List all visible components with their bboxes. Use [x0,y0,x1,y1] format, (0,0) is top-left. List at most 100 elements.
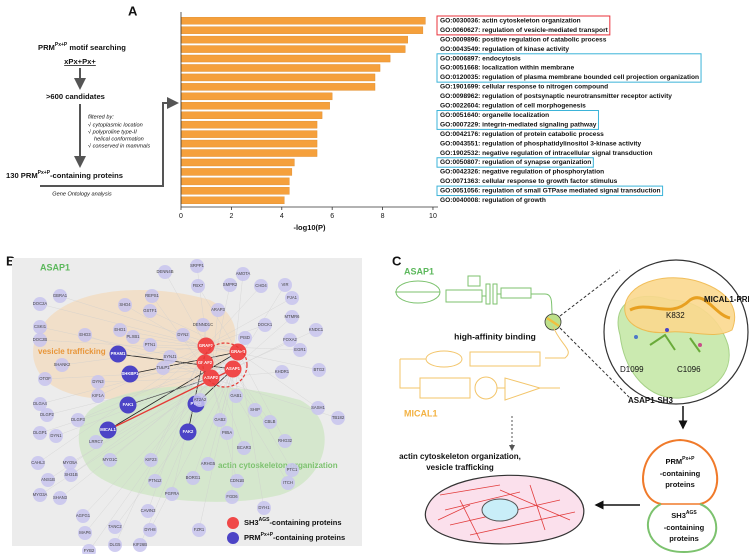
node-label: LRRC7 [89,439,103,444]
node-label: SHKBP1 [122,371,140,376]
x-axis-label: -log10(P) [293,223,326,232]
node [220,426,234,440]
edge [205,324,266,347]
node [202,369,220,387]
legend-swatch [227,517,239,529]
lobe-label: -containing [660,469,701,478]
node-label: ASAP2 [204,375,219,380]
node [76,509,90,523]
lobe-label: proteins [669,534,699,543]
node-label: FYB2 [84,548,95,553]
edge [59,377,212,499]
node [156,361,170,375]
node-label: SMPR2 [223,282,238,287]
bar [180,187,290,195]
edge [198,351,239,531]
category-label: GO:0009896: positive regulation of catab… [440,36,607,43]
node [312,363,326,377]
flow-text: PRMPx+P motif searching [38,42,126,52]
node [201,457,215,471]
node-label: SH31B [64,472,77,477]
category-label: GO:0007229: integrin-mediated signaling … [440,121,597,128]
x-tick-label: 10 [429,213,437,220]
node [144,453,158,467]
edge [114,368,234,528]
node [99,421,117,439]
region-label: actin cytoskeleton organization [218,461,338,470]
category-label: GO:0042176: regulation of protein catabo… [440,131,604,138]
outcome-label: actin cytoskeleton organization, [399,452,521,461]
node [108,538,122,552]
edge [232,339,291,370]
node-label: PLXB1 [126,334,140,339]
sh3-cluster [202,342,248,388]
category-label: GO:1902532: negative regulation of intra… [440,150,653,157]
node [258,318,272,332]
node [121,365,139,383]
node-label: ASAP1 [226,366,241,371]
node-label: TANC2 [108,524,122,529]
category-label: GO:0040008: regulation of growth [440,197,546,204]
node-label: FOXA2 [283,337,297,342]
edge [237,351,265,509]
node [53,289,67,303]
filter-text: helical conformation [94,136,144,142]
node-label: CAHL3 [31,460,45,465]
edge [205,345,320,371]
node [213,413,227,427]
node-label: FGD6 [226,494,238,499]
node [196,354,214,372]
node [78,328,92,342]
node [285,463,299,477]
node [192,523,206,537]
node [254,279,268,293]
bar [180,130,318,138]
node-label: SYNJ1 [163,354,177,359]
node-label: PRAM1 [111,351,126,356]
node-label: DLGP2 [40,412,54,417]
node-label: PJA1 [287,295,298,300]
structure-label: MICAL1-PRM [704,295,749,304]
category-label: GO:0050807: regulation of synapse organi… [440,159,591,166]
node [91,375,105,389]
node-label: SHAN3 [53,495,68,500]
bar [180,54,391,63]
node-label: MICAL1 [100,427,116,432]
bar [180,149,318,157]
node [141,504,155,518]
lobe-label: PRMPx+P [665,456,695,466]
legend-label: SH3AGS-containing proteins [244,517,342,527]
category-label: GO:0042326: negative regulation of phosp… [440,169,604,176]
edge [197,285,239,353]
node-label: DOC2B [33,337,48,342]
node-label: TULP1 [156,365,170,370]
node [176,328,190,342]
node-label: CHD4 [255,283,267,288]
node [126,330,140,344]
node-label: MTMR6 [285,314,301,319]
node [133,538,147,552]
node-label: MYO1C [103,457,118,462]
node [238,331,252,345]
node [108,520,122,534]
node-label: SHD4 [119,302,131,307]
panel-label: A [128,3,138,18]
highlight-box [436,110,599,130]
node-label: FBX7 [193,283,204,288]
node [190,259,204,273]
node-label: EHD3 [79,332,91,337]
node-label: BORG1 [186,475,201,480]
edge [129,351,239,375]
node-label: PTN12 [148,478,162,483]
category-label: GO:0051056: regulation of small GTPase m… [440,188,661,195]
bar [180,26,424,34]
highlight-box [436,157,594,168]
node-label: FAK1 [123,402,134,407]
domain-diagram: ASAP1 ASAP1 MICAL1 high-affinity binding [40,259,749,554]
node-label: P85A [222,430,232,435]
edge [237,351,286,442]
node [63,456,77,470]
node [33,297,47,311]
node [143,338,157,352]
